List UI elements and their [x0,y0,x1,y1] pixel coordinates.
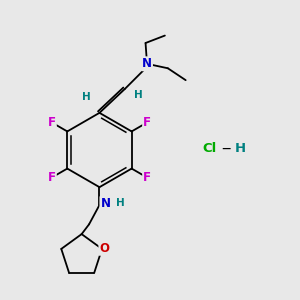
Text: H: H [116,199,125,208]
Text: N: N [142,57,152,70]
Text: O: O [99,242,110,255]
Text: ‒: ‒ [221,141,230,156]
Text: H: H [235,142,246,155]
Text: N: N [100,197,110,210]
Text: F: F [48,171,56,184]
Text: H: H [82,92,91,101]
Text: F: F [143,171,151,184]
Text: F: F [143,116,151,129]
Text: Cl: Cl [202,142,217,155]
Text: H: H [134,90,142,100]
Text: F: F [48,116,56,129]
